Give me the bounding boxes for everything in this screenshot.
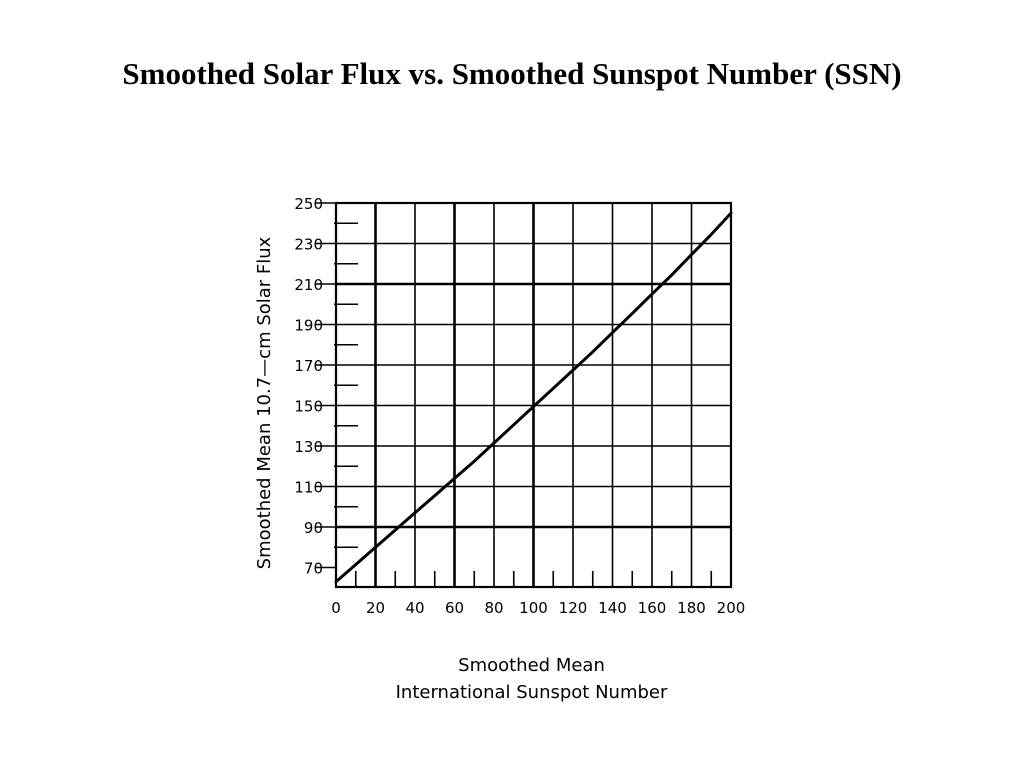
x-tick-label: 140	[598, 599, 627, 617]
y-tick-label: 210	[294, 276, 323, 294]
x-axis-label: International Sunspot Number	[396, 682, 668, 703]
x-tick-label: 180	[677, 599, 706, 617]
page-title: Smoothed Solar Flux vs. Smoothed Sunspot…	[122, 56, 902, 91]
labels-layer: 70 90 110 130 150 170 190 210 230 250 0 20 40 60 80 100…	[254, 195, 745, 703]
x-tick-label: 60	[445, 599, 464, 617]
y-tick-label: 250	[294, 195, 323, 213]
y-tick-label: 110	[294, 479, 323, 497]
series-layer	[334, 211, 733, 584]
y-tick-label: 130	[294, 438, 323, 456]
x-tick-label: 100	[519, 599, 548, 617]
y-tick-label: 230	[294, 236, 323, 254]
plot-frame	[334, 201, 733, 589]
x-axis-label: Smoothed Mean	[458, 655, 605, 676]
x-tick-label: 40	[405, 599, 424, 617]
x-tick-label: 160	[638, 599, 667, 617]
y-axis-label: Smoothed Mean 10.7—cm Solar Flux	[254, 236, 275, 569]
x-tick-label: 200	[717, 599, 746, 617]
flux-series-line	[334, 211, 733, 584]
grid-layer	[334, 201, 733, 589]
y-tick-label: 190	[294, 317, 323, 335]
y-tick-label: 150	[294, 398, 323, 416]
y-tick-label: 90	[304, 519, 323, 537]
y-tick-label: 70	[304, 560, 323, 578]
x-tick-label: 20	[366, 599, 385, 617]
x-tick-label: 120	[559, 599, 588, 617]
y-tick-label: 170	[294, 357, 323, 375]
ticks-layer	[316, 202, 713, 587]
x-tick-label: 80	[484, 599, 503, 617]
x-tick-label: 0	[331, 599, 341, 617]
